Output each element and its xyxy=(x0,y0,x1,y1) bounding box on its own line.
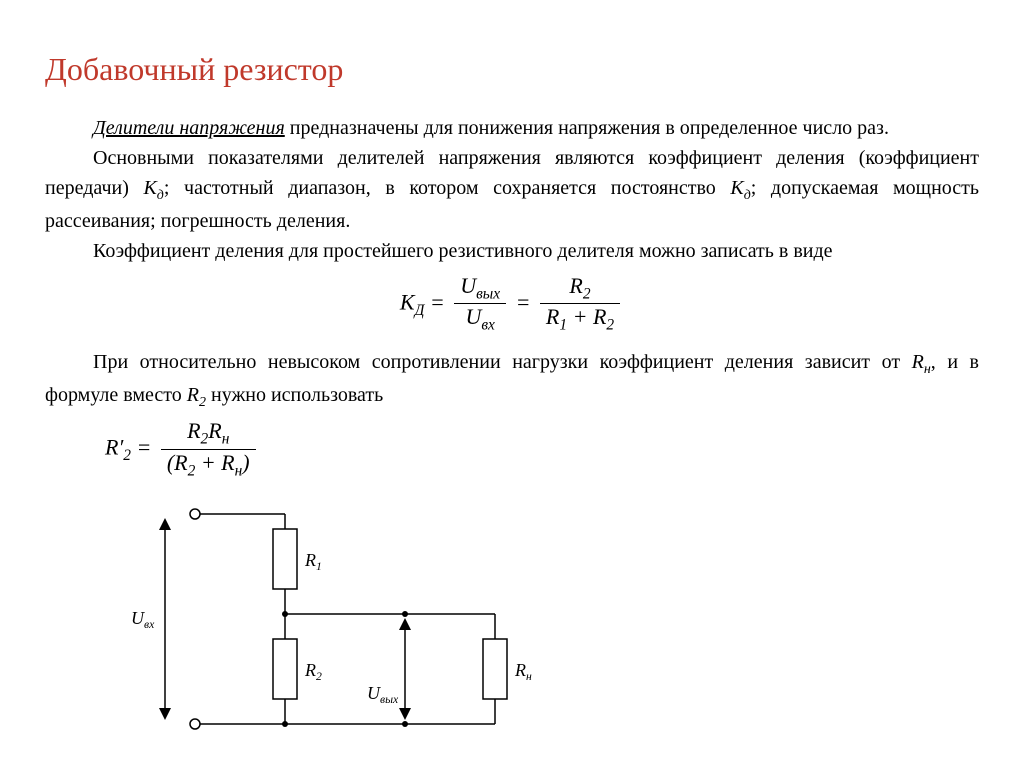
sym-rn: Rн xyxy=(912,351,931,373)
sym-r2: R2 xyxy=(187,384,206,406)
svg-text:Uвх: Uвх xyxy=(131,608,155,631)
p4a: При относительно невысоком сопротивлении… xyxy=(93,351,912,373)
circuit-svg: R1 R2 Rн Uвх Uвых xyxy=(105,494,545,744)
svg-text:R2: R2 xyxy=(304,660,322,683)
paragraph-3: Коэффициент деления для простейшего рези… xyxy=(45,236,979,266)
page-title: Добавочный резистор xyxy=(45,45,979,93)
p4c: нужно использовать xyxy=(206,384,383,406)
sym-kd-1: Kд xyxy=(143,177,163,199)
svg-text:Uвых: Uвых xyxy=(367,683,399,706)
paragraph-2: Основными показателями делителей напряже… xyxy=(45,143,979,236)
formula-kd: KД = Uвых Uвх = R2 R1 + R2 xyxy=(45,274,979,335)
formula-r2prime: R′2 = R2Rн (R2 + Rн) xyxy=(105,419,979,480)
p2b: ; частотный диапазон, в котором сохраняе… xyxy=(164,177,730,199)
sym-kd-2: Kд xyxy=(730,177,750,199)
paragraph-1: Делители напряжения предназначены для по… xyxy=(45,113,979,143)
p1-rest: предназначены для понижения напряжения в… xyxy=(285,117,889,139)
svg-text:R1: R1 xyxy=(304,550,322,573)
paragraph-4: При относительно невысоком сопротивлении… xyxy=(45,347,979,413)
svg-text:Rн: Rн xyxy=(514,660,532,683)
body-text: Делители напряжения предназначены для по… xyxy=(45,113,979,753)
circuit-diagram: R1 R2 Rн Uвх Uвых xyxy=(105,494,979,753)
term-voltage-dividers: Делители напряжения xyxy=(93,117,285,139)
